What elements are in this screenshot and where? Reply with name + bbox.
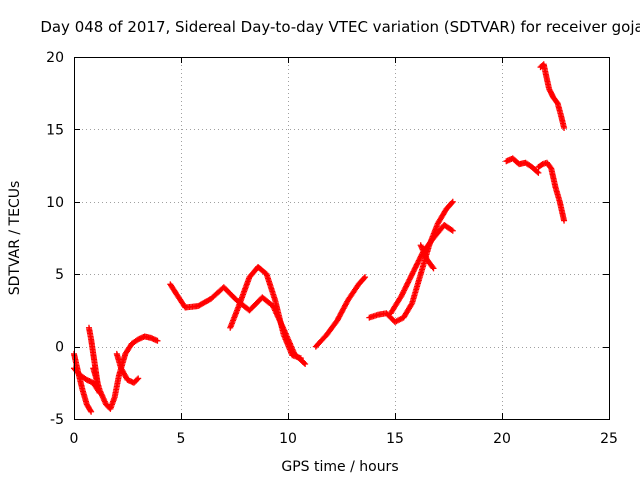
data-point xyxy=(448,199,455,206)
x-tick-label: 5 xyxy=(177,431,186,447)
series-arc-8 xyxy=(312,274,369,350)
data-point xyxy=(297,355,304,362)
data-point xyxy=(449,227,456,234)
data-point xyxy=(535,169,542,176)
series-arc-11 xyxy=(417,242,437,272)
data-point xyxy=(361,275,368,282)
data-point xyxy=(449,198,456,205)
data-point xyxy=(154,337,161,344)
data-point xyxy=(561,217,568,224)
series-arc-10 xyxy=(387,221,456,317)
y-tick-label: 5 xyxy=(55,267,64,283)
data-point xyxy=(87,407,94,414)
plot-frame xyxy=(74,57,610,420)
data-point xyxy=(302,360,309,367)
data-point xyxy=(448,226,455,233)
x-tick-label: 25 xyxy=(600,431,618,447)
data-point xyxy=(88,408,95,415)
data-point xyxy=(301,359,308,366)
series-arc-13 xyxy=(535,159,568,224)
grid xyxy=(74,57,609,419)
data-point xyxy=(362,274,369,281)
y-tick-label: 15 xyxy=(46,122,64,138)
data-point xyxy=(561,124,568,131)
y-tick-label: -5 xyxy=(50,412,64,428)
x-tick-label: 15 xyxy=(386,431,404,447)
x-tick-label: 0 xyxy=(70,431,79,447)
data-point xyxy=(408,301,415,308)
y-tick-label: 20 xyxy=(46,50,64,66)
data-point xyxy=(134,376,141,383)
x-tick-label: 10 xyxy=(279,431,297,447)
series-arc-12 xyxy=(503,155,542,176)
y-tick-label: 10 xyxy=(46,195,64,211)
series-arc-5 xyxy=(113,350,142,386)
data-points xyxy=(71,61,568,415)
series-arc-14 xyxy=(537,61,568,131)
data-point xyxy=(534,168,541,175)
x-tick-label: 20 xyxy=(493,431,511,447)
data-point xyxy=(135,375,142,382)
series-arc-7 xyxy=(227,263,304,362)
data-point xyxy=(430,265,437,272)
y-axis-label: SDTVAR / TECUs xyxy=(7,181,23,296)
y-tick-label: 0 xyxy=(55,340,64,356)
x-axis-label: GPS time / hours xyxy=(281,459,398,475)
data-point xyxy=(429,264,436,271)
chart-title: Day 048 of 2017, Sidereal Day-to-day VTE… xyxy=(40,18,640,36)
